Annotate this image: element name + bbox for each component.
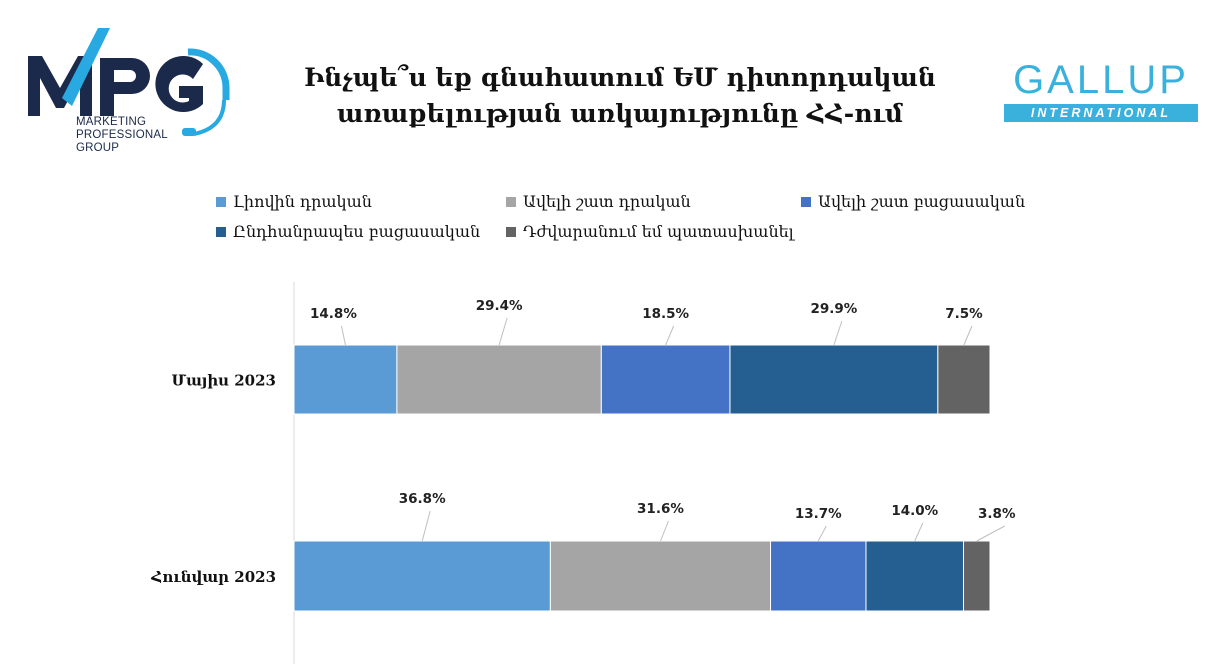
mpg-logo-mark [28,28,230,136]
data-label-leader [665,325,675,346]
bar-segment [549,540,772,612]
data-label: 31.6% [637,501,684,517]
data-label-leader [817,525,827,542]
chart-title-line-2: առաքելության առկայությունը ՀՀ-ում [336,99,904,128]
legend-label: Լիովին դրական [233,192,372,211]
gallup-wordmark: GALLUP [1013,58,1189,102]
data-label: 18.5% [642,306,689,322]
data-label-leader [914,522,924,542]
legend-label: Ավելի շատ բացասական [818,192,1026,211]
data-label-leader [976,525,1005,542]
data-label: 13.7% [795,506,842,522]
mpg-logo: MARKETING PROFESSIONAL GROUP [28,28,238,168]
mpg-line-2: PROFESSIONAL [76,129,168,141]
bar-segment [396,344,602,415]
bar-segment [293,540,551,612]
legend-swatch [216,226,226,237]
legend-item: Դժվարանում եմ պատասխանել [506,222,794,241]
legend-label: Ընդհանրապես բացասական [233,222,481,241]
data-label-leader [833,320,843,346]
bar-segment [729,344,939,415]
chart-title: Ինչպե՞ս եք գնահատում ԵՄ դիտորդական առաքե… [260,60,980,132]
data-label: 3.8% [978,506,1016,522]
data-label: 29.4% [476,298,523,314]
legend-item: Ավելի շատ բացասական [801,192,1025,211]
data-label-leader [340,325,346,346]
legend-swatch [506,196,516,207]
bar-segment [937,344,991,415]
bar-segment [963,540,991,612]
mpg-line-3: GROUP [76,142,120,154]
bar-segment [865,540,965,612]
legend-swatch [506,226,516,237]
gallup-logo: GALLUP INTERNATIONAL [1004,56,1198,124]
legend-label: Դժվարանում եմ պատասխանել [523,222,794,241]
bar-segment [600,344,731,415]
data-label-leader [659,520,669,542]
category-label: Հունվար 2023 [150,568,276,586]
legend-label: Ավելի շատ դրական [523,192,691,211]
gallup-band: INTERNATIONAL [1004,104,1198,122]
category-label: Մայիս 2023 [171,372,276,390]
data-label: 29.9% [810,301,857,317]
chart-legend: Լիովին դրական Ավելի շատ դրական Ավելի շատ բ… [216,192,1056,248]
legend-swatch [216,196,226,207]
legend-item: Լիովին դրական [216,192,372,211]
data-label: 36.8% [399,491,446,507]
legend-item: Ընդհանրապես բացասական [216,222,480,241]
chart-title-line-1: Ինչպե՞ս եք գնահատում ԵՄ դիտորդական [304,63,936,92]
bar-segment [293,344,398,415]
data-label: 7.5% [945,306,983,322]
bar-segment [770,540,867,612]
legend-swatch [801,196,811,207]
data-label: 14.8% [310,306,357,322]
data-label-leader [498,317,508,346]
data-label: 14.0% [891,503,938,519]
mpg-line-1: MARKETING [76,116,147,128]
legend-item: Ավելի շատ դրական [506,192,691,211]
data-label-leader [963,325,973,346]
data-label-leader [421,510,431,542]
